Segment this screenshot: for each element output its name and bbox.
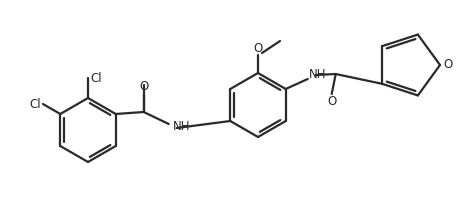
Text: O: O bbox=[139, 80, 148, 94]
Text: O: O bbox=[443, 58, 453, 72]
Text: O: O bbox=[327, 95, 337, 109]
Text: Cl: Cl bbox=[30, 98, 41, 110]
Text: Cl: Cl bbox=[90, 72, 101, 84]
Text: NH: NH bbox=[309, 68, 326, 80]
Text: NH: NH bbox=[173, 120, 190, 134]
Text: O: O bbox=[254, 42, 263, 56]
